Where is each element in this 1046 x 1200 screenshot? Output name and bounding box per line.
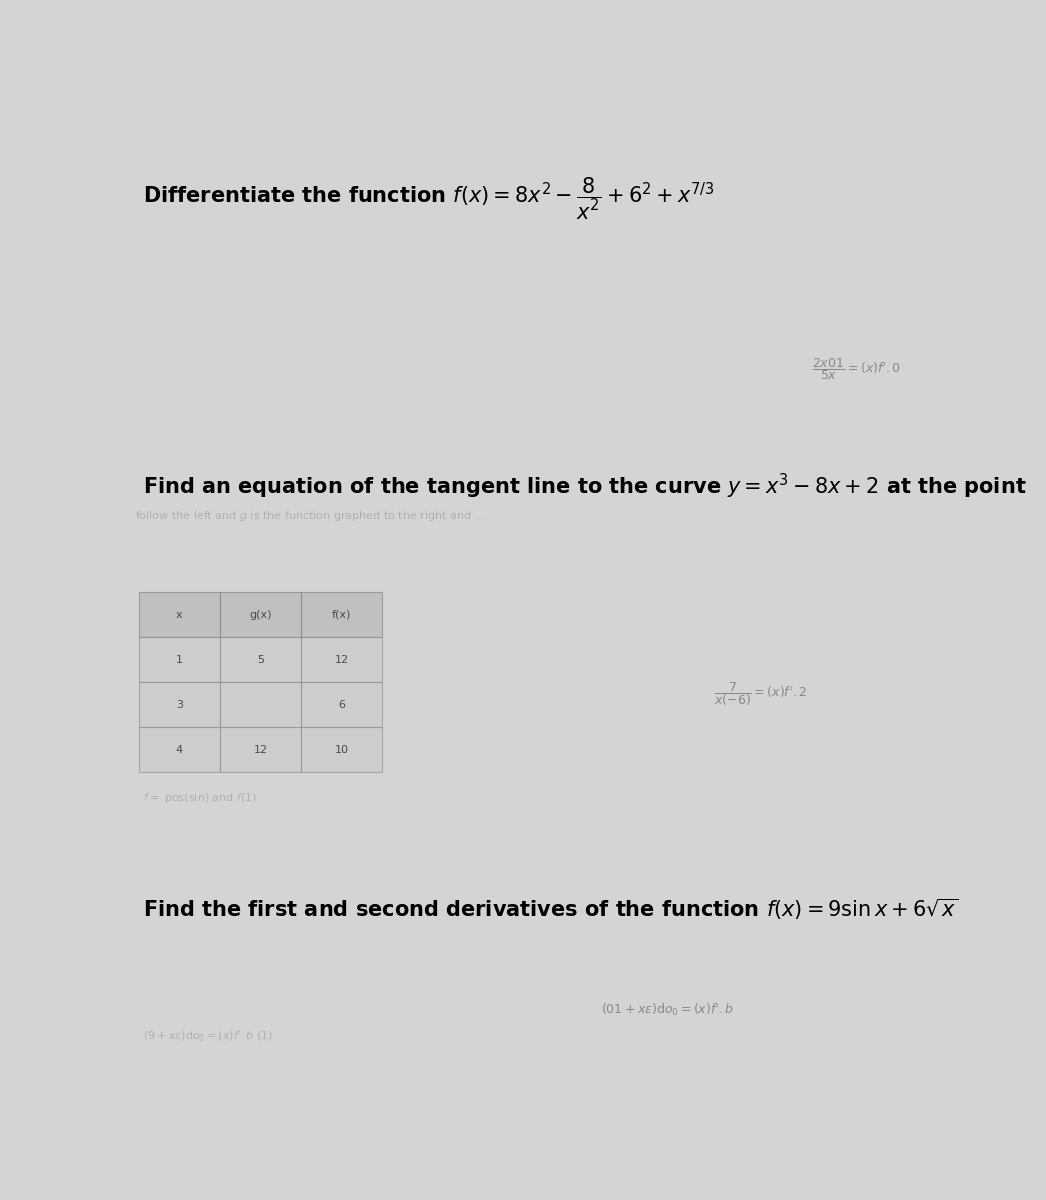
Text: 1: 1 [176, 655, 183, 665]
Text: x: x [176, 610, 183, 619]
Text: $f =$ pos(sin) and $f(1)$: $f =$ pos(sin) and $f(1)$ [143, 791, 257, 805]
Text: $(01 + x\varepsilon)\mathrm{d}o_0 = (x)f' .b$: $(01 + x\varepsilon)\mathrm{d}o_0 = (x)f… [600, 1002, 734, 1018]
Text: follow the left and $g$ is the function graphed to the right and ...: follow the left and $g$ is the function … [135, 509, 485, 523]
FancyBboxPatch shape [139, 592, 220, 637]
Text: 12: 12 [335, 655, 348, 665]
FancyBboxPatch shape [220, 637, 301, 683]
FancyBboxPatch shape [301, 592, 382, 637]
Text: 6: 6 [338, 700, 345, 709]
FancyBboxPatch shape [301, 683, 382, 727]
FancyBboxPatch shape [220, 683, 301, 727]
Text: $\dfrac{7}{x(-6)} = (x)f' .2$: $\dfrac{7}{x(-6)} = (x)f' .2$ [714, 680, 808, 708]
FancyBboxPatch shape [139, 727, 220, 773]
Text: 4: 4 [176, 745, 183, 755]
FancyBboxPatch shape [220, 592, 301, 637]
FancyBboxPatch shape [139, 637, 220, 683]
FancyBboxPatch shape [139, 683, 220, 727]
Text: Find an equation of the tangent line to the curve $y = x^3 - 8x + 2$ at the poin: Find an equation of the tangent line to … [143, 472, 1026, 502]
FancyBboxPatch shape [301, 727, 382, 773]
Text: f(x): f(x) [332, 610, 351, 619]
Text: g(x): g(x) [249, 610, 272, 619]
Text: $(9 + x\varepsilon)\mathrm{d}o_0 = (x)f' .b$ $(1)$: $(9 + x\varepsilon)\mathrm{d}o_0 = (x)f'… [143, 1030, 273, 1044]
Text: 10: 10 [335, 745, 348, 755]
Text: 12: 12 [253, 745, 268, 755]
Text: 3: 3 [176, 700, 183, 709]
Text: Differentiate the function $f(x) = 8x^2 - \dfrac{8}{x^2} + 6^2 + x^{7/3}$: Differentiate the function $f(x) = 8x^2 … [143, 176, 714, 222]
Text: Find the first and second derivatives of the function $f(x) = 9\sin x + 6\sqrt{x: Find the first and second derivatives of… [143, 898, 958, 923]
FancyBboxPatch shape [220, 727, 301, 773]
Text: 5: 5 [257, 655, 264, 665]
Text: $\dfrac{2x01}{5x} = (x)f' .0$: $\dfrac{2x01}{5x} = (x)f' .0$ [812, 356, 901, 383]
FancyBboxPatch shape [301, 637, 382, 683]
